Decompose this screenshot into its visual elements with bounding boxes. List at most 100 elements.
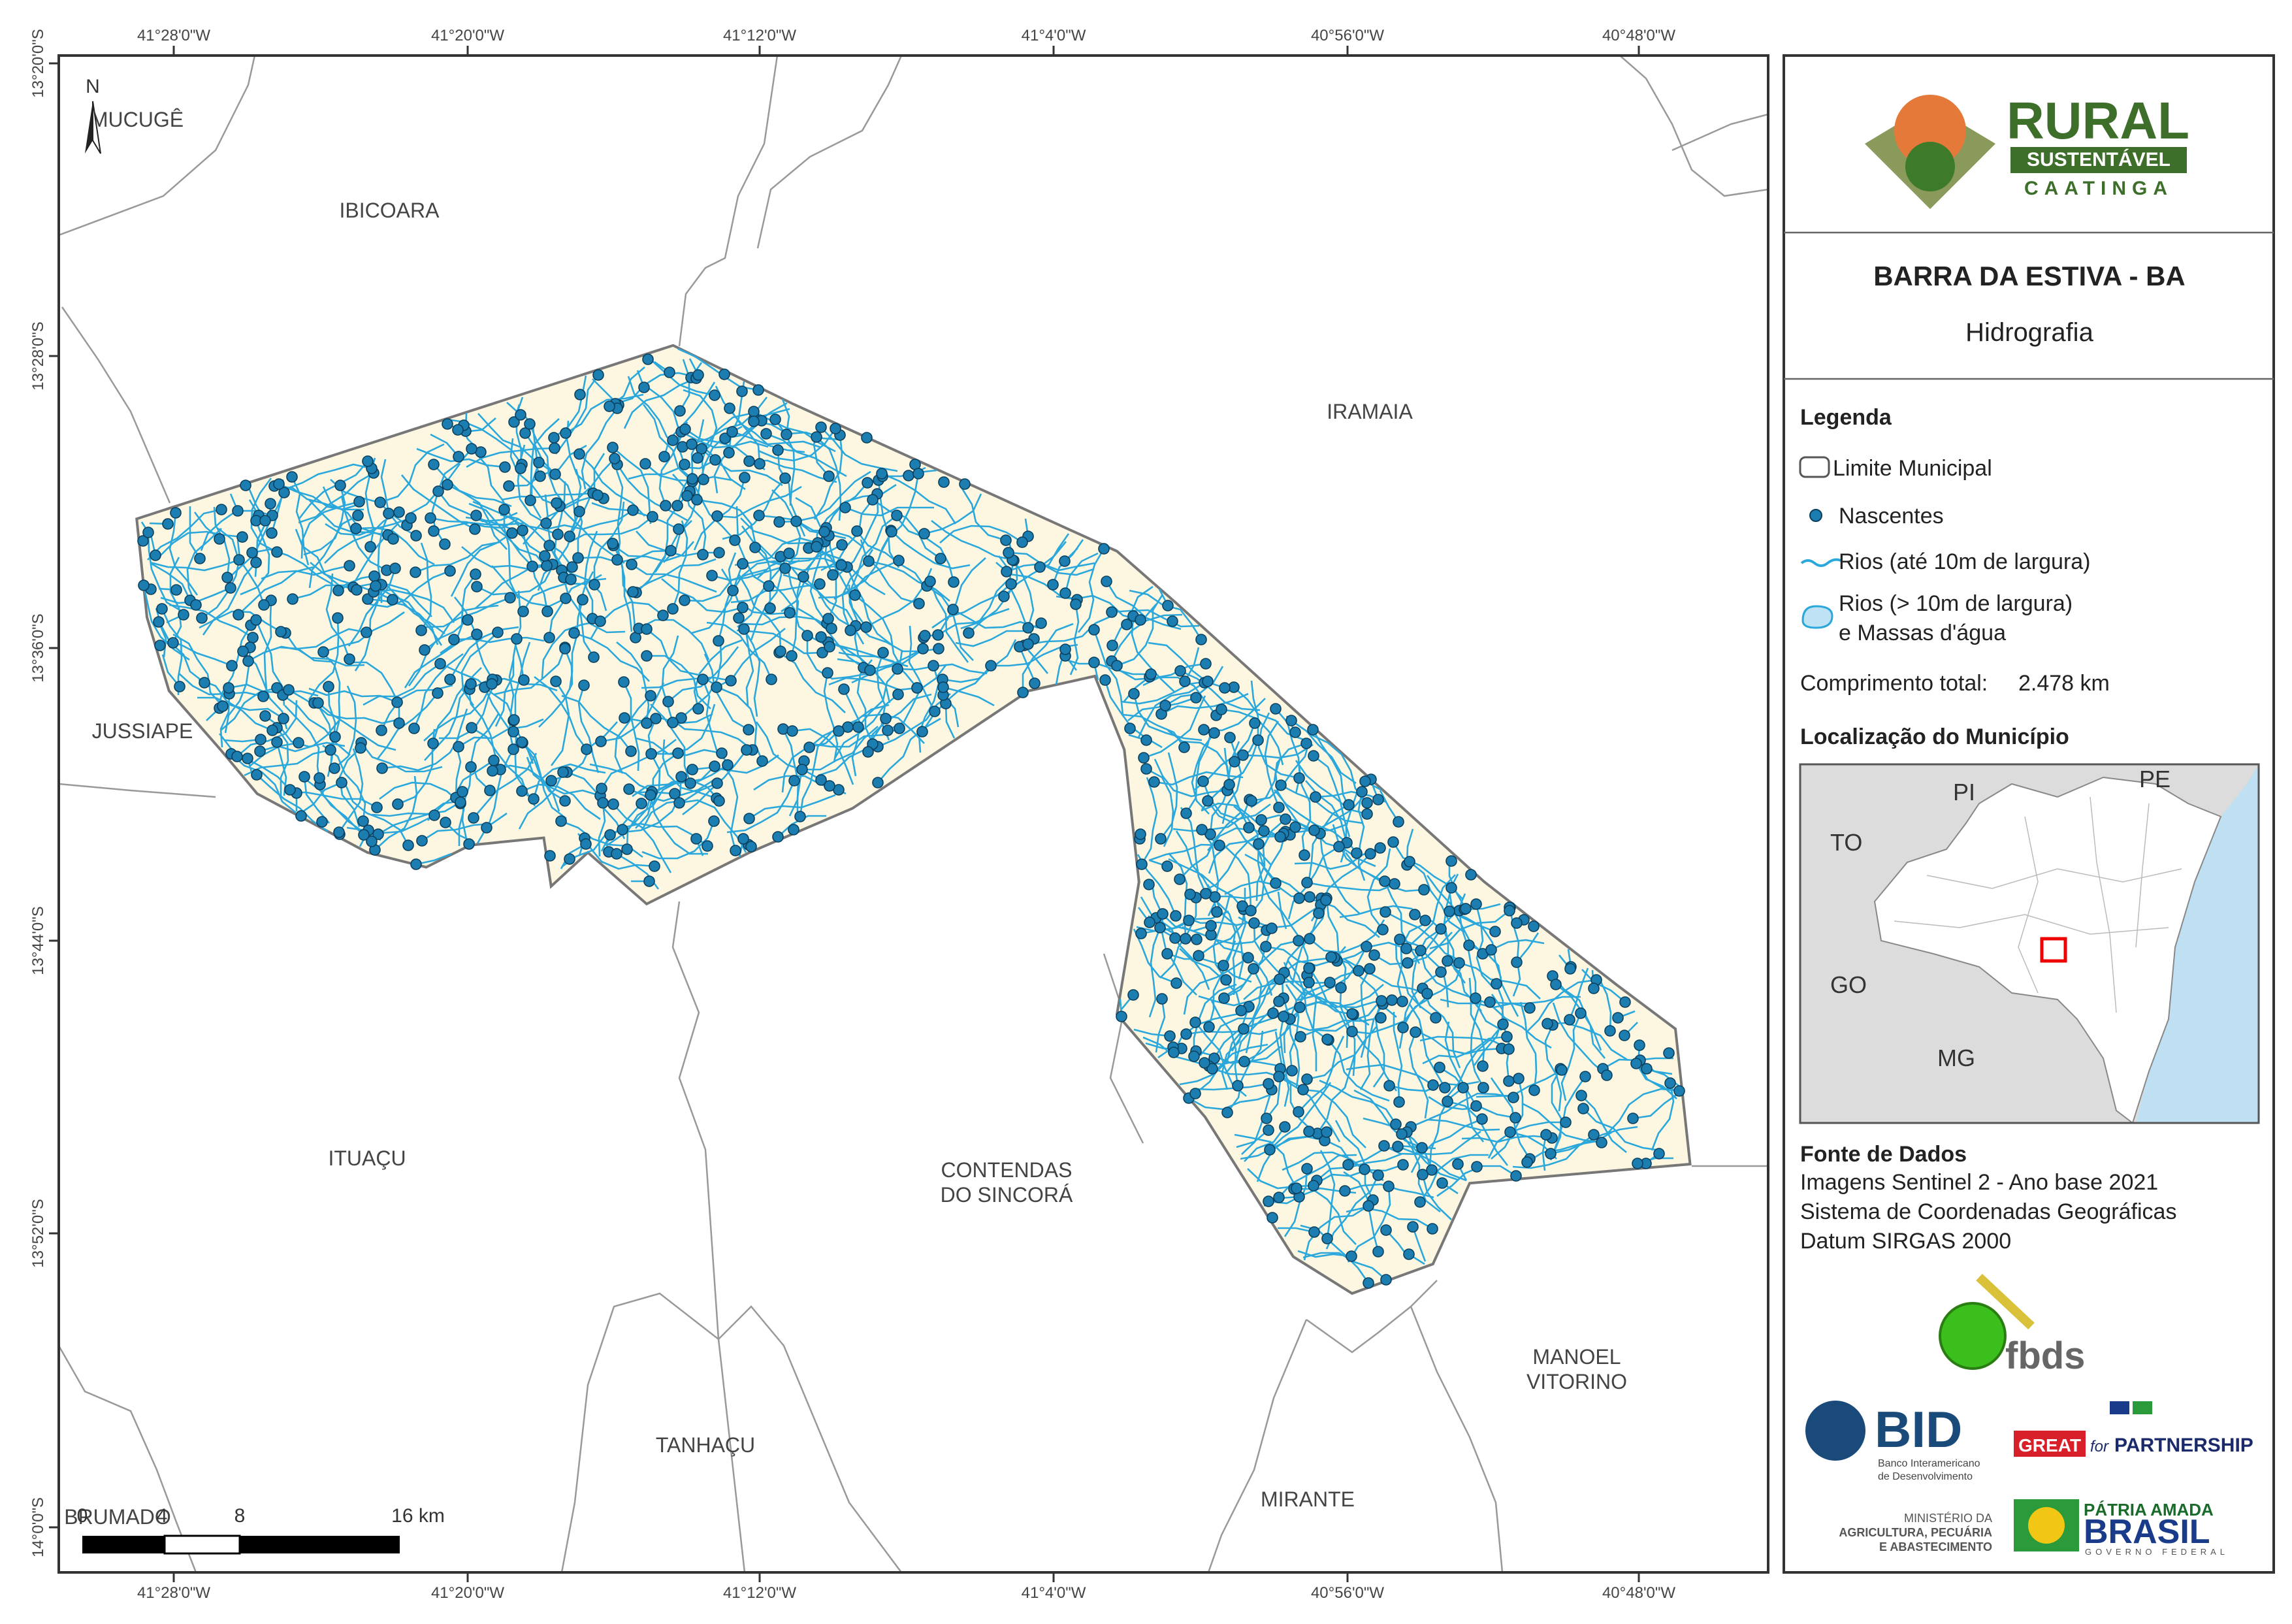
spring	[314, 772, 325, 784]
spring	[255, 734, 266, 745]
spring	[815, 421, 827, 433]
river	[670, 717, 753, 751]
river	[679, 359, 690, 412]
river	[151, 562, 191, 601]
spring	[1229, 756, 1240, 768]
location-title: Localização do Município	[1800, 724, 2069, 749]
spring	[1140, 763, 1152, 775]
spring	[1419, 915, 1431, 926]
spring	[1143, 879, 1155, 890]
river	[796, 606, 864, 669]
spring	[1263, 1195, 1274, 1207]
spring	[352, 510, 364, 521]
river	[924, 493, 982, 535]
spring	[362, 455, 374, 467]
spring	[1088, 657, 1100, 668]
spring	[763, 580, 775, 592]
river	[961, 488, 1007, 542]
spring	[1579, 1071, 1591, 1082]
spring	[1116, 1011, 1127, 1022]
river	[1172, 1011, 1250, 1053]
spring	[773, 516, 785, 528]
spring	[794, 811, 806, 822]
spring	[1161, 860, 1173, 872]
spring	[387, 533, 399, 545]
river	[877, 692, 951, 748]
spring	[595, 736, 607, 747]
spring	[1353, 965, 1364, 977]
river	[140, 521, 157, 556]
river	[1148, 927, 1161, 1018]
bid-sub: Banco Interamericano	[1878, 1458, 1980, 1469]
spring	[1361, 808, 1373, 820]
government-logos: MINISTÉRIO DA AGRICULTURA, PECUÁRIA E AB…	[1839, 1499, 2225, 1557]
spring	[929, 706, 941, 717]
spring	[1415, 945, 1427, 956]
spring	[444, 565, 456, 577]
river	[541, 620, 601, 679]
spring	[723, 447, 735, 459]
river	[298, 461, 368, 519]
river	[632, 766, 715, 798]
spring	[1619, 1030, 1630, 1041]
river	[202, 562, 257, 636]
scale-bar: 0 4 8 16 km	[77, 1505, 445, 1555]
spring	[278, 487, 290, 498]
river	[473, 753, 538, 819]
spring	[1144, 917, 1155, 928]
spring	[917, 643, 929, 655]
river	[616, 464, 688, 522]
spring	[517, 606, 529, 617]
spring	[1263, 1124, 1274, 1136]
spring	[560, 593, 572, 604]
spring	[1246, 795, 1257, 807]
river	[298, 781, 342, 816]
spring	[392, 798, 404, 810]
place-label: BRUMADO	[64, 1505, 171, 1529]
spring	[1301, 877, 1313, 888]
spring	[573, 506, 585, 517]
river	[1347, 1186, 1391, 1263]
spring	[1017, 687, 1029, 698]
spring	[822, 613, 834, 625]
river	[1406, 874, 1456, 949]
river	[1186, 1028, 1278, 1035]
river	[1167, 952, 1252, 983]
spring	[439, 538, 451, 550]
spring	[1162, 600, 1174, 611]
spring	[692, 369, 704, 381]
river	[415, 541, 500, 574]
spring	[815, 631, 827, 643]
river	[494, 638, 518, 727]
river	[1521, 1102, 1602, 1144]
river	[641, 676, 732, 689]
spring	[214, 533, 225, 545]
spring	[471, 581, 483, 593]
spring	[1293, 1106, 1304, 1118]
spring	[1380, 906, 1391, 918]
river	[1093, 629, 1124, 715]
river	[1306, 1026, 1378, 1080]
spring	[1673, 1085, 1685, 1097]
spring	[371, 802, 383, 813]
spring	[903, 470, 914, 481]
river	[1150, 879, 1212, 932]
spring	[370, 580, 381, 592]
river	[1232, 905, 1247, 996]
spring	[1174, 873, 1186, 885]
place-label: CONTENDAS	[941, 1158, 1073, 1182]
spring	[1485, 944, 1497, 956]
river	[722, 764, 739, 851]
river	[820, 636, 909, 668]
spring	[1418, 884, 1430, 896]
spring	[863, 555, 875, 567]
river	[1168, 858, 1244, 910]
spring	[769, 414, 781, 425]
logo-sub2: CAATINGA	[2024, 178, 2173, 199]
spring	[665, 545, 677, 557]
inset-label: MG	[1937, 1045, 1975, 1071]
scale-label: 0	[77, 1505, 88, 1527]
spring	[1208, 727, 1220, 739]
river	[926, 585, 974, 661]
spring	[316, 816, 328, 828]
